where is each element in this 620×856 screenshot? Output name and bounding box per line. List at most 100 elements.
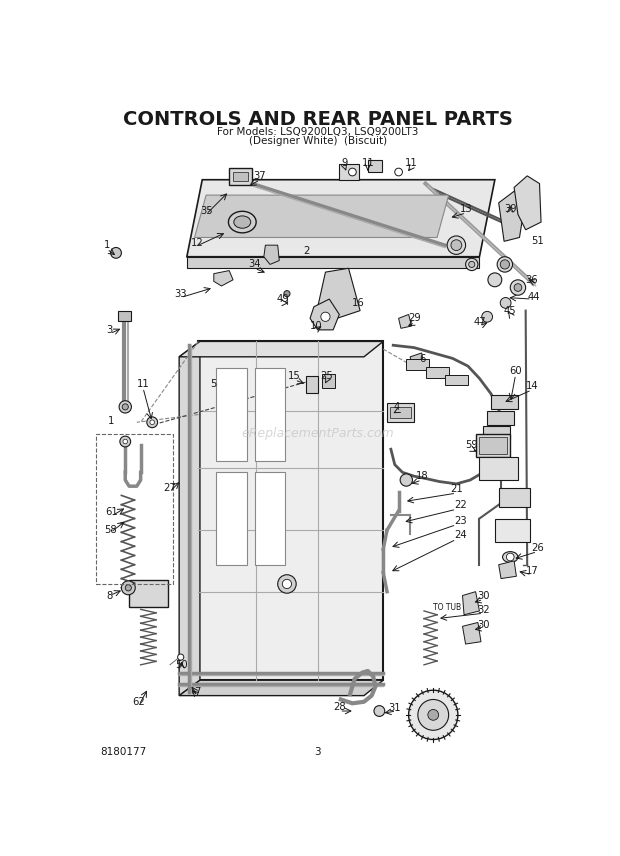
- Circle shape: [177, 654, 184, 660]
- Text: 45: 45: [504, 306, 516, 316]
- Text: 27: 27: [164, 483, 176, 493]
- Circle shape: [418, 699, 449, 730]
- Text: 11: 11: [405, 158, 418, 168]
- Text: 28: 28: [333, 702, 345, 712]
- Bar: [306, 376, 317, 393]
- Text: 51: 51: [531, 236, 544, 247]
- Circle shape: [469, 261, 475, 268]
- Circle shape: [400, 474, 412, 486]
- Text: 15: 15: [288, 371, 301, 381]
- Text: 3: 3: [107, 325, 113, 335]
- Circle shape: [409, 690, 458, 740]
- Circle shape: [278, 574, 296, 593]
- Text: 47: 47: [473, 318, 485, 327]
- Text: 49: 49: [277, 294, 290, 304]
- Circle shape: [122, 404, 128, 410]
- Bar: [129, 580, 167, 607]
- Circle shape: [500, 260, 510, 269]
- Text: 11: 11: [136, 378, 149, 389]
- Text: 39: 39: [504, 204, 516, 214]
- Text: 14: 14: [526, 381, 538, 391]
- Polygon shape: [214, 270, 233, 286]
- Circle shape: [514, 283, 522, 291]
- Text: 30: 30: [477, 591, 490, 601]
- Text: 3: 3: [314, 746, 321, 757]
- Circle shape: [110, 247, 122, 259]
- Text: 31: 31: [389, 703, 401, 713]
- Text: 26: 26: [531, 543, 544, 553]
- Polygon shape: [187, 180, 495, 257]
- Bar: [216, 473, 247, 565]
- Circle shape: [447, 236, 466, 254]
- Ellipse shape: [234, 216, 250, 229]
- Bar: [406, 360, 430, 370]
- Bar: [425, 367, 449, 377]
- Circle shape: [488, 273, 502, 287]
- Text: 12: 12: [190, 238, 203, 248]
- Polygon shape: [179, 342, 200, 696]
- Circle shape: [147, 417, 157, 428]
- Polygon shape: [463, 622, 481, 644]
- Polygon shape: [179, 342, 383, 357]
- Circle shape: [125, 585, 131, 591]
- Bar: [339, 164, 358, 180]
- Circle shape: [284, 290, 290, 297]
- Text: 22: 22: [454, 501, 467, 510]
- Circle shape: [395, 168, 402, 175]
- Text: 59: 59: [466, 440, 478, 450]
- Circle shape: [321, 312, 330, 321]
- Text: 30: 30: [477, 620, 490, 630]
- Circle shape: [348, 168, 356, 175]
- Circle shape: [482, 312, 492, 322]
- Text: 44: 44: [527, 292, 539, 302]
- Text: 25: 25: [321, 371, 334, 381]
- Bar: [255, 473, 285, 565]
- Text: 33: 33: [174, 288, 187, 299]
- Text: 5: 5: [211, 378, 217, 389]
- Ellipse shape: [228, 211, 256, 233]
- Bar: [96, 434, 173, 584]
- Bar: [476, 434, 510, 457]
- Text: 29: 29: [409, 313, 421, 324]
- Bar: [233, 172, 249, 181]
- Bar: [479, 457, 518, 480]
- Text: 7: 7: [195, 687, 201, 697]
- Text: (Designer White)  (Biscuit): (Designer White) (Biscuit): [249, 136, 387, 146]
- Polygon shape: [264, 245, 279, 265]
- Text: 34: 34: [249, 259, 261, 270]
- Circle shape: [497, 257, 513, 272]
- Polygon shape: [198, 342, 383, 681]
- Polygon shape: [195, 195, 449, 237]
- Bar: [255, 368, 285, 461]
- Bar: [322, 374, 335, 388]
- Polygon shape: [410, 353, 424, 369]
- Text: 13: 13: [460, 204, 472, 214]
- Text: 37: 37: [254, 171, 267, 181]
- Bar: [491, 395, 518, 409]
- Text: 9: 9: [342, 158, 348, 168]
- Circle shape: [120, 436, 131, 447]
- Text: 18: 18: [415, 471, 428, 481]
- Text: 17: 17: [525, 566, 538, 576]
- Polygon shape: [310, 299, 339, 330]
- Bar: [368, 160, 382, 172]
- Text: 23: 23: [454, 516, 466, 526]
- Bar: [387, 403, 414, 422]
- Polygon shape: [317, 268, 360, 318]
- Text: 10: 10: [310, 321, 322, 331]
- Polygon shape: [399, 314, 412, 329]
- Circle shape: [374, 705, 385, 716]
- Ellipse shape: [503, 551, 518, 562]
- Text: 60: 60: [509, 366, 522, 376]
- Circle shape: [500, 298, 511, 308]
- Text: CONTROLS AND REAR PANEL PARTS: CONTROLS AND REAR PANEL PARTS: [123, 110, 513, 129]
- Bar: [495, 519, 529, 542]
- Circle shape: [428, 710, 438, 720]
- Text: 4: 4: [394, 401, 400, 412]
- Text: 36: 36: [526, 275, 538, 285]
- Bar: [479, 437, 507, 454]
- Circle shape: [150, 420, 154, 425]
- Text: 1: 1: [107, 416, 114, 425]
- Text: 6: 6: [419, 354, 426, 364]
- Text: 58: 58: [104, 525, 117, 535]
